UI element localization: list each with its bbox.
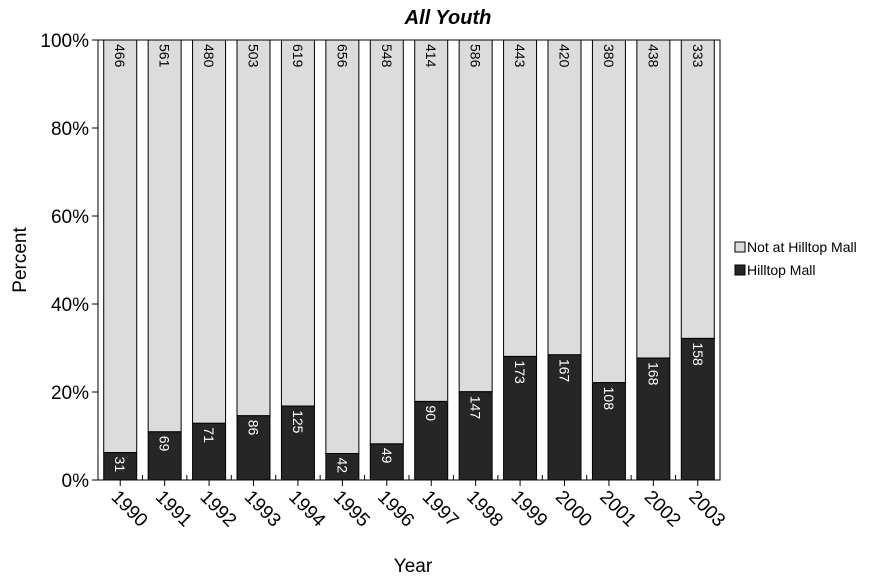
y-tick-label: 20% — [51, 383, 89, 404]
bar-not-at-hilltop-mall — [147, 39, 182, 433]
data-label-hilltop-mall: 167 — [557, 359, 573, 383]
bar-hilltop-mall — [414, 400, 449, 481]
data-label-hilltop-mall: 168 — [645, 362, 661, 386]
bar-not-at-hilltop-mall — [680, 39, 715, 339]
x-tick-label: 1997 — [418, 487, 463, 532]
bar-not-at-hilltop-mall — [236, 39, 271, 417]
plot-area: 0% 20% 40% 60% 80% 100% 466 31 1990 561 69 1991 480 7… — [40, 31, 729, 532]
data-label-not-at-hilltop-mall: 656 — [334, 44, 350, 68]
data-label-not-at-hilltop-mall: 420 — [557, 44, 573, 68]
x-tick-label: 2000 — [551, 487, 596, 532]
bar-hilltop-mall — [369, 443, 404, 481]
bar-not-at-hilltop-mall — [280, 39, 315, 407]
y-tick-label: 60% — [51, 207, 89, 228]
y-axis-title: Percent — [10, 227, 31, 293]
bar-not-at-hilltop-mall — [192, 39, 227, 424]
data-label-not-at-hilltop-mall: 561 — [157, 44, 173, 68]
bar-not-at-hilltop-mall — [325, 39, 360, 455]
plot-frame — [97, 39, 721, 481]
y-tick-label: 0% — [62, 471, 90, 492]
data-label-not-at-hilltop-mall: 548 — [379, 44, 395, 68]
x-tick-label: 1995 — [329, 487, 374, 532]
data-label-not-at-hilltop-mall: 466 — [112, 44, 128, 68]
y-tick-label: 40% — [51, 295, 89, 316]
bar-not-at-hilltop-mall — [103, 39, 138, 454]
data-label-hilltop-mall: 173 — [512, 360, 528, 384]
bar-hilltop-mall — [636, 357, 671, 481]
x-axis-title: Year — [394, 556, 433, 577]
data-label-not-at-hilltop-mall: 438 — [645, 44, 661, 68]
bar-hilltop-mall — [503, 355, 538, 481]
data-label-hilltop-mall: 71 — [201, 427, 217, 443]
data-label-hilltop-mall: 158 — [690, 342, 706, 366]
legend-swatch — [734, 264, 746, 276]
bar-hilltop-mall — [147, 431, 182, 481]
data-label-hilltop-mall: 31 — [112, 457, 128, 473]
chart-title: All Youth — [404, 7, 492, 29]
y-tick-label: 80% — [51, 119, 89, 140]
data-label-not-at-hilltop-mall: 503 — [246, 44, 262, 68]
bar-not-at-hilltop-mall — [458, 39, 493, 393]
data-label-hilltop-mall: 90 — [423, 405, 439, 421]
x-tick-label: 1992 — [196, 487, 241, 532]
x-tick-label: 2001 — [595, 487, 640, 532]
bar-not-at-hilltop-mall — [503, 39, 538, 357]
bar-not-at-hilltop-mall — [547, 39, 582, 356]
bar-hilltop-mall — [680, 337, 715, 481]
legend: Not at Hilltop Mall Hilltop Mall — [733, 236, 891, 284]
legend-box — [733, 236, 891, 284]
data-label-not-at-hilltop-mall: 586 — [468, 44, 484, 68]
x-tick-label: 1990 — [107, 487, 152, 532]
legend-swatch — [734, 241, 746, 253]
bar-not-at-hilltop-mall — [591, 39, 626, 384]
data-label-hilltop-mall: 86 — [246, 420, 262, 436]
x-tick-label: 1991 — [151, 487, 196, 532]
data-label-not-at-hilltop-mall: 443 — [512, 44, 528, 68]
data-label-hilltop-mall: 49 — [379, 448, 395, 464]
x-tick-label: 1998 — [462, 487, 507, 532]
legend-label: Hilltop Mall — [747, 262, 815, 278]
data-label-hilltop-mall: 108 — [601, 387, 617, 411]
bar-not-at-hilltop-mall — [414, 39, 449, 402]
data-label-not-at-hilltop-mall: 380 — [601, 44, 617, 68]
data-label-not-at-hilltop-mall: 480 — [201, 44, 217, 68]
data-label-hilltop-mall: 125 — [290, 410, 306, 434]
x-tick-label: 1996 — [373, 487, 418, 532]
bar-hilltop-mall — [236, 415, 271, 481]
bar-hilltop-mall — [591, 382, 626, 481]
bar-hilltop-mall — [280, 405, 315, 481]
x-tick-label: 1993 — [240, 487, 285, 532]
data-label-hilltop-mall: 69 — [157, 436, 173, 452]
data-label-hilltop-mall: 42 — [334, 458, 350, 474]
x-tick-label: 2003 — [684, 487, 729, 532]
data-label-hilltop-mall: 147 — [468, 396, 484, 420]
data-label-not-at-hilltop-mall: 414 — [423, 44, 439, 68]
bar-not-at-hilltop-mall — [636, 39, 671, 359]
data-label-not-at-hilltop-mall: 333 — [690, 44, 706, 68]
x-tick-label: 1994 — [284, 487, 329, 532]
bar-not-at-hilltop-mall — [369, 39, 404, 445]
y-tick-label: 100% — [40, 31, 89, 52]
legend-label: Not at Hilltop Mall — [747, 239, 857, 255]
x-tick-label: 1999 — [507, 487, 552, 532]
data-label-not-at-hilltop-mall: 619 — [290, 44, 306, 68]
x-tick-label: 2002 — [640, 487, 685, 532]
